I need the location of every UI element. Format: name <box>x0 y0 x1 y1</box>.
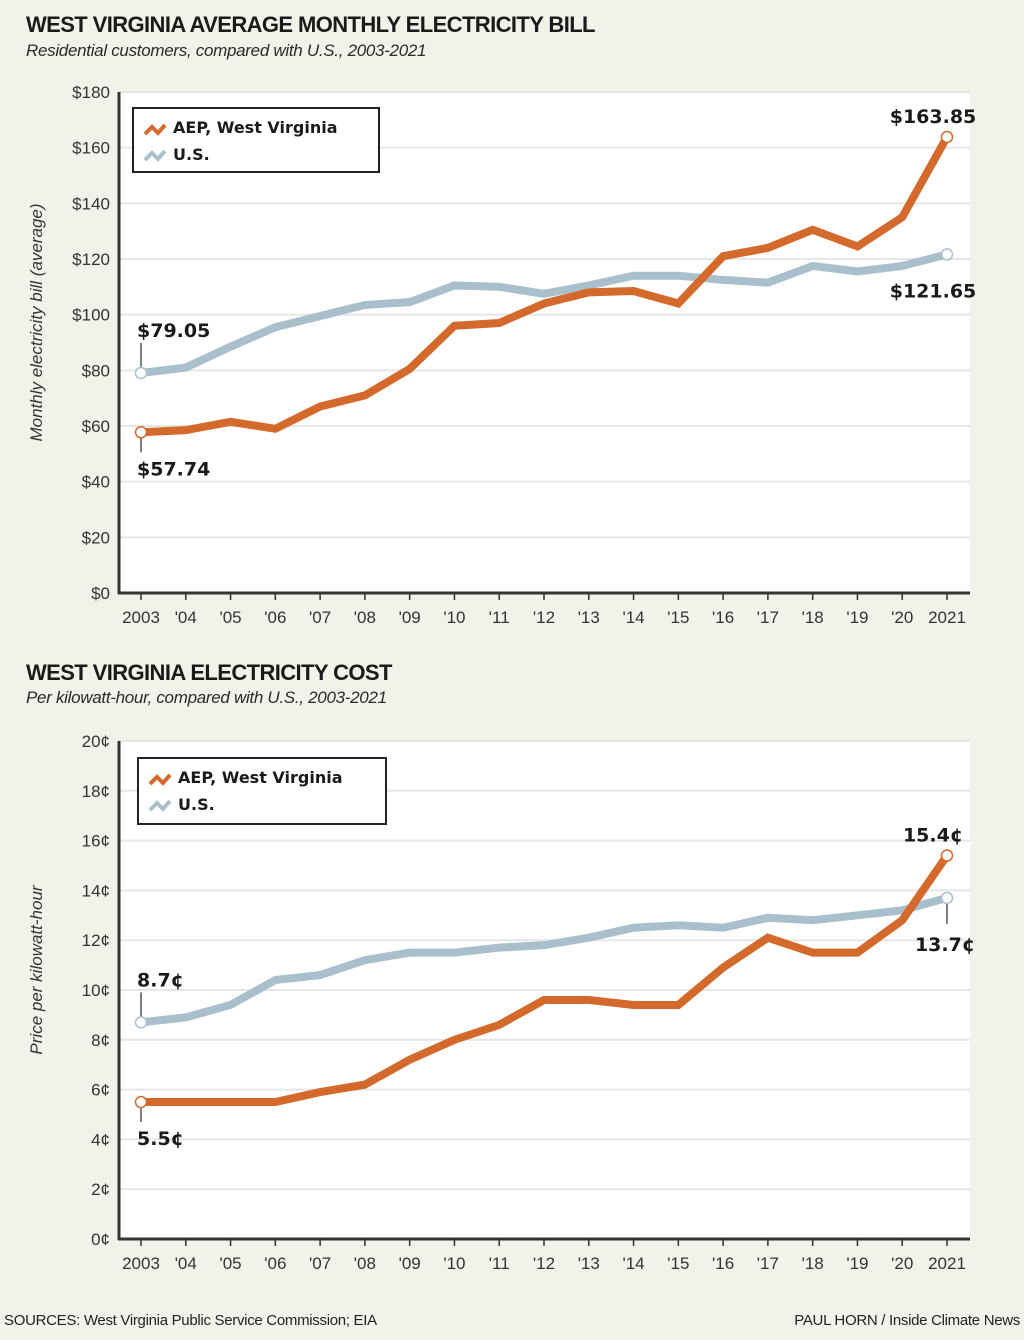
x-tick-label: 2021 <box>928 1254 966 1273</box>
chart-1-subtitle: Residential customers, compared with U.S… <box>26 41 427 60</box>
x-tick-label: '05 <box>219 608 241 627</box>
y-tick-label: $60 <box>82 417 110 436</box>
legend-swatch-wv-icon <box>143 123 167 136</box>
annotation-label: $121.65 <box>890 280 977 302</box>
y-tick-label: $20 <box>82 528 110 547</box>
annotation-label: $57.74 <box>137 458 210 480</box>
legend-label-us: U.S. <box>178 795 215 814</box>
y-tick-label: 6¢ <box>91 1081 110 1100</box>
y-tick-label: 14¢ <box>82 881 110 900</box>
x-tick-label: '15 <box>667 608 689 627</box>
x-tick-label: '09 <box>399 608 421 627</box>
endpoint-marker-us <box>134 1016 148 1029</box>
endpoint-marker-wv <box>940 849 954 862</box>
x-tick-label: '12 <box>533 608 555 627</box>
y-tick-label: 10¢ <box>82 981 110 1000</box>
x-tick-label: '10 <box>443 608 465 627</box>
endpoint-marker-wv <box>940 130 954 144</box>
y-tick-label: $0 <box>91 584 110 603</box>
x-tick-label: '10 <box>443 1254 465 1273</box>
legend-label-wv: AEP, West Virginia <box>178 768 343 787</box>
x-tick-label: '11 <box>489 608 510 627</box>
y-tick-label: $120 <box>72 250 110 269</box>
chart-2-subtitle: Per kilowatt-hour, compared with U.S., 2… <box>26 688 387 707</box>
endpoint-marker-us <box>940 248 954 261</box>
x-tick-label: '19 <box>846 608 868 627</box>
x-tick-label: '07 <box>309 608 331 627</box>
y-tick-label: 20¢ <box>82 732 110 751</box>
x-tick-label: '11 <box>489 1254 510 1273</box>
y-tick-label: $180 <box>72 83 110 102</box>
sources-note: SOURCES: West Virginia Public Service Co… <box>4 1312 377 1329</box>
legend-swatch-us-icon <box>143 149 167 162</box>
x-tick-label: '16 <box>712 608 734 627</box>
x-tick-label: '13 <box>578 608 600 627</box>
credit-line: PAUL HORN / Inside Climate News <box>794 1312 1020 1329</box>
chart-1-title: WEST VIRGINIA AVERAGE MONTHLY ELECTRICIT… <box>26 12 595 37</box>
x-tick-label: '19 <box>846 1254 868 1273</box>
x-tick-label: '12 <box>533 1254 555 1273</box>
plot-area <box>119 92 970 593</box>
x-tick-label: '20 <box>891 608 913 627</box>
legend-box <box>132 107 380 173</box>
x-tick-label: '06 <box>264 1254 286 1273</box>
chart-1-monthly-bill: $0 $20 $40 $60 $80 $100 $120 $140 $160 $180 2003 '0… <box>27 83 977 627</box>
x-tick-label: '04 <box>175 608 197 627</box>
x-tick-label: '06 <box>264 608 286 627</box>
endpoint-marker-wv <box>134 1095 148 1109</box>
annotation-label: $163.85 <box>890 106 977 128</box>
legend-label-wv: AEP, West Virginia <box>173 118 338 137</box>
annotation-label: 13.7¢ <box>915 934 975 956</box>
endpoint-marker-wv <box>134 426 148 439</box>
x-tick-label: '14 <box>622 1254 644 1273</box>
x-tick-label: 2003 <box>122 608 160 627</box>
x-tick-label: '15 <box>667 1254 689 1273</box>
y-tick-label: $40 <box>82 473 110 492</box>
chart-2-price-per-kwh: 0¢ 2¢ 4¢ 6¢ 8¢ 10¢ 12¢ 14¢ 16¢ 18¢ 20¢ 2003 '04 '05 '0… <box>27 732 975 1273</box>
y-tick-label: 8¢ <box>91 1031 110 1050</box>
legend-swatch-us-icon <box>148 799 172 812</box>
x-tick-label: '18 <box>802 608 824 627</box>
annotation-label: 5.5¢ <box>137 1128 184 1150</box>
y-tick-label: 0¢ <box>91 1230 110 1249</box>
x-tick-label: '18 <box>802 1254 824 1273</box>
x-tick-label: '05 <box>219 1254 241 1273</box>
x-tick-label: '16 <box>712 1254 734 1273</box>
y-axis-title: Price per kilowatt-hour <box>27 884 46 1054</box>
legend: AEP, West Virginia U.S. <box>132 107 380 173</box>
y-tick-label: 16¢ <box>82 832 110 851</box>
x-tick-label: '08 <box>354 1254 376 1273</box>
y-axis-title: Monthly electricity bill (average) <box>27 203 46 441</box>
annotation-label: 8.7¢ <box>137 969 184 991</box>
legend-box <box>137 757 387 825</box>
x-tick-label: 2021 <box>928 608 966 627</box>
x-tick-label: '08 <box>354 608 376 627</box>
chart-2-title: WEST VIRGINIA ELECTRICITY COST <box>26 660 392 685</box>
y-tick-label: 18¢ <box>82 782 110 801</box>
endpoint-marker-us <box>940 891 954 905</box>
y-tick-label: $160 <box>72 139 110 158</box>
legend-label-us: U.S. <box>173 145 210 164</box>
x-tick-label: '09 <box>399 1254 421 1273</box>
y-tick-label: $100 <box>72 306 110 325</box>
x-tick-label: '14 <box>622 608 644 627</box>
y-tick-label: 4¢ <box>91 1130 110 1149</box>
x-tick-label: '17 <box>757 608 779 627</box>
x-tick-label: '07 <box>309 1254 331 1273</box>
annotation-label: 15.4¢ <box>903 825 963 847</box>
x-tick-label: '20 <box>891 1254 913 1273</box>
endpoint-marker-us <box>134 366 148 380</box>
x-tick-label: '13 <box>578 1254 600 1273</box>
x-tick-label: '04 <box>175 1254 197 1273</box>
legend-swatch-wv-icon <box>148 773 172 786</box>
legend: AEP, West Virginia U.S. <box>137 757 387 825</box>
annotation-label: $79.05 <box>137 320 210 342</box>
y-tick-label: 2¢ <box>91 1180 110 1199</box>
x-tick-label: '17 <box>757 1254 779 1273</box>
x-tick-label: 2003 <box>122 1254 160 1273</box>
y-tick-label: 12¢ <box>82 931 110 950</box>
y-tick-label: $140 <box>72 194 110 213</box>
y-tick-label: $80 <box>82 361 110 380</box>
